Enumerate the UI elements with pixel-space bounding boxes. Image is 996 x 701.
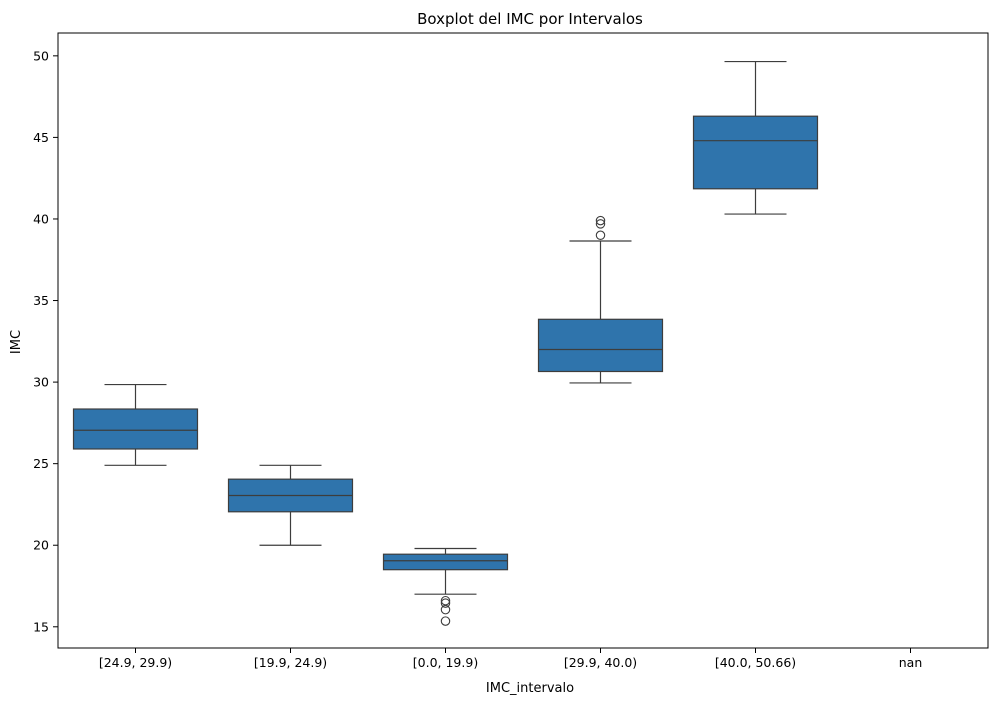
x-tick-label: [24.9, 29.9)	[99, 655, 172, 670]
x-tick-label: nan	[899, 655, 923, 670]
iqr-box	[692, 115, 819, 190]
x-tick-label: [0.0, 19.9)	[413, 655, 478, 670]
iqr-box	[382, 553, 509, 571]
outlier-point	[595, 215, 606, 226]
y-tick-label: 30	[33, 375, 49, 390]
y-tick-label: 45	[33, 130, 49, 145]
y-tick-label: 20	[33, 538, 49, 553]
y-tick-label: 35	[33, 293, 49, 308]
y-tick-label: 15	[33, 619, 49, 634]
x-axis: [24.9, 29.9) [19.9, 24.9) [0.0, 19.9) [29.9…	[99, 648, 922, 670]
outlier-point	[440, 595, 451, 606]
iqr-box	[537, 318, 664, 373]
box-2	[382, 547, 509, 626]
outlier-point	[440, 598, 451, 608]
box-1	[227, 464, 354, 546]
iqr-box	[72, 408, 199, 450]
outlier-point	[595, 230, 606, 241]
y-axis-label: IMC	[9, 330, 24, 354]
y-axis: 15 20 25 30 35 40 45 50	[33, 48, 58, 634]
y-tick-label: 25	[33, 456, 49, 471]
box-3	[537, 215, 664, 384]
y-tick-label: 50	[33, 48, 49, 63]
box-4	[692, 60, 819, 215]
y-tick-label: 40	[33, 211, 49, 226]
x-tick-label: [29.9, 40.0)	[564, 655, 637, 670]
chart-title: Boxplot del IMC por Intervalos	[417, 10, 643, 28]
x-axis-label: IMC_intervalo	[486, 681, 574, 696]
outlier-point	[595, 219, 606, 229]
box-0	[72, 383, 199, 466]
x-tick-label: [19.9, 24.9)	[254, 655, 327, 670]
x-tick-label: [40.0, 50.66)	[715, 655, 796, 670]
plot-area	[57, 32, 989, 649]
box-series	[72, 60, 819, 626]
outlier-point	[440, 604, 451, 615]
outlier-point	[440, 616, 451, 626]
